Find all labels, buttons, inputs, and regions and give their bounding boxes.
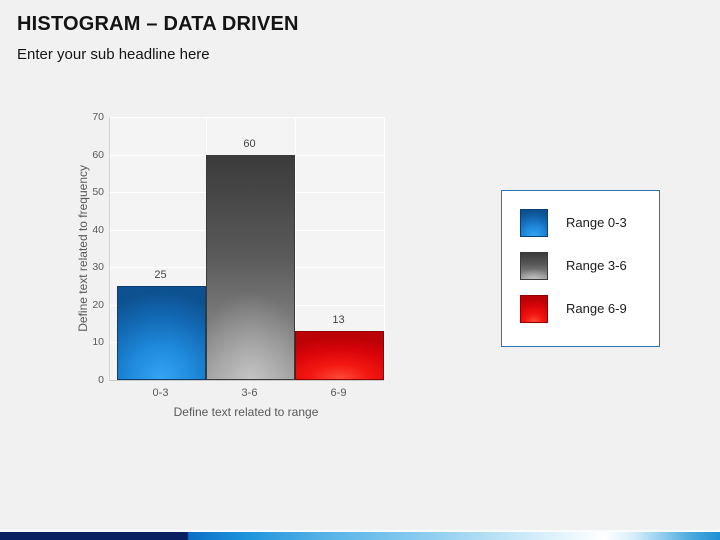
footer-gradient-bar — [0, 532, 720, 540]
y-tick-0: 0 — [98, 374, 104, 386]
x-axis-title: Define text related to range — [173, 405, 319, 419]
legend-item-blue: Range 0-3 — [520, 208, 650, 237]
bar-0-3 — [117, 286, 206, 380]
gridline-h-70 — [110, 117, 384, 118]
bar-3-6 — [206, 155, 295, 380]
footer-divider — [0, 530, 720, 532]
bar-6-9 — [295, 331, 384, 380]
x-category-6-9: 6-9 — [330, 387, 347, 399]
plot-area — [109, 117, 385, 381]
legend-label-blue: Range 0-3 — [566, 215, 627, 230]
y-tick-10: 10 — [92, 336, 104, 349]
y-tick-40: 40 — [92, 223, 104, 236]
legend-swatch-blue — [520, 208, 548, 237]
legend-item-red: Range 6-9 — [520, 294, 650, 323]
legend-item-gray: Range 3-6 — [520, 251, 650, 280]
slide-subtitle: Enter your sub headline here — [17, 46, 210, 63]
data-label-6-9: 13 — [332, 314, 345, 327]
data-label-3-6: 60 — [243, 137, 256, 150]
y-tick-30: 30 — [92, 261, 104, 274]
y-tick-20: 20 — [92, 298, 104, 311]
legend-swatch-red — [520, 294, 548, 323]
gridline-v-2 — [295, 117, 296, 380]
legend-swatch-gray — [520, 251, 548, 280]
data-label-0-3: 25 — [154, 269, 167, 282]
y-tick-50: 50 — [92, 186, 104, 199]
chart-legend: Range 0-3 Range 3-6 Range 6-9 — [501, 190, 660, 347]
y-tick-70: 70 — [92, 111, 104, 123]
legend-label-gray: Range 3-6 — [566, 258, 627, 273]
slide-title: HISTOGRAM – DATA DRIVEN — [17, 13, 299, 35]
x-category-3-6: 3-6 — [241, 387, 258, 399]
x-category-0-3: 0-3 — [152, 387, 169, 399]
gridline-v-3 — [384, 117, 385, 380]
legend-label-red: Range 6-9 — [566, 301, 627, 316]
y-tick-60: 60 — [92, 148, 104, 161]
